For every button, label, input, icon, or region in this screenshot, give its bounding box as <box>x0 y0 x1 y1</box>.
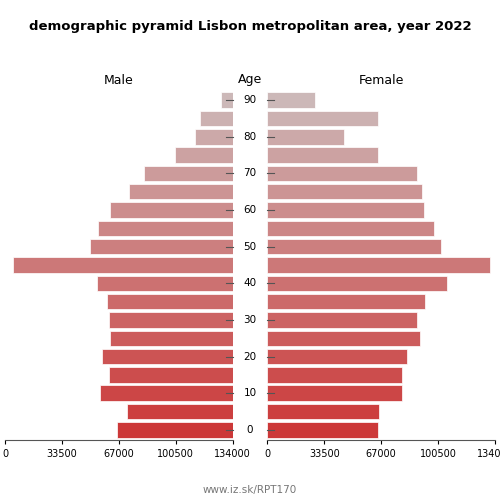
Bar <box>268 330 420 346</box>
Text: www.iz.sk/RPT170: www.iz.sk/RPT170 <box>203 485 297 495</box>
Bar <box>110 202 232 218</box>
Bar <box>268 422 378 438</box>
Bar <box>268 257 490 273</box>
Text: 0: 0 <box>247 425 254 435</box>
Bar <box>144 166 233 181</box>
Bar <box>268 166 417 181</box>
Text: Female: Female <box>358 74 404 86</box>
Bar <box>268 312 417 328</box>
Bar <box>97 276 232 291</box>
Text: 20: 20 <box>244 352 256 362</box>
Bar <box>107 294 232 310</box>
Text: 10: 10 <box>244 388 256 398</box>
Bar <box>128 404 232 419</box>
Bar <box>108 312 232 328</box>
Text: 60: 60 <box>244 205 256 215</box>
Bar <box>90 239 233 254</box>
Bar <box>268 92 315 108</box>
Bar <box>268 129 344 144</box>
Bar <box>268 404 380 419</box>
Bar <box>268 349 406 364</box>
Bar <box>14 257 232 273</box>
Bar <box>268 367 402 382</box>
Bar <box>268 386 402 401</box>
Bar <box>268 276 448 291</box>
Bar <box>100 386 232 401</box>
Text: Male: Male <box>104 74 134 86</box>
Bar <box>196 129 232 144</box>
Bar <box>268 148 378 163</box>
Bar <box>129 184 232 200</box>
Text: 30: 30 <box>244 315 256 325</box>
Text: 50: 50 <box>244 242 256 252</box>
Text: Age: Age <box>238 74 262 86</box>
Text: 90: 90 <box>244 95 256 105</box>
Bar <box>98 220 232 236</box>
Bar <box>110 330 232 346</box>
Bar <box>268 184 422 200</box>
Text: 70: 70 <box>244 168 256 178</box>
Text: 40: 40 <box>244 278 256 288</box>
Bar <box>102 349 232 364</box>
Text: demographic pyramid Lisbon metropolitan area, year 2022: demographic pyramid Lisbon metropolitan … <box>28 20 471 33</box>
Text: 80: 80 <box>244 132 256 141</box>
Bar <box>200 110 232 126</box>
Bar <box>268 110 378 126</box>
Bar <box>268 239 440 254</box>
Bar <box>268 220 434 236</box>
Bar <box>221 92 232 108</box>
Bar <box>268 294 426 310</box>
Bar <box>268 202 424 218</box>
Bar <box>117 422 232 438</box>
Bar <box>175 148 233 163</box>
Bar <box>108 367 232 382</box>
